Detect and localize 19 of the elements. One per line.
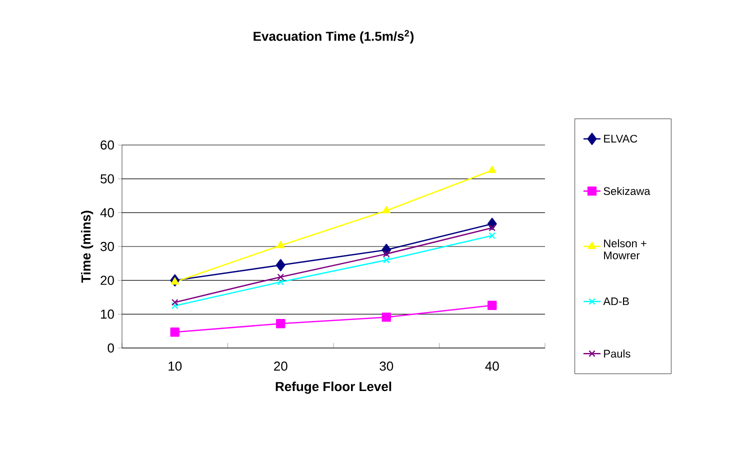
legend-label: Pauls	[604, 350, 630, 358]
x-tick-label: 40	[485, 362, 499, 371]
legend-label: Sekizawa	[604, 186, 650, 196]
y-tick-label: 30	[100, 242, 114, 252]
y-tick-label: 10	[100, 310, 114, 319]
y-axis-title: Time (mins)	[81, 210, 94, 283]
legend-label: Nelson + Mowrer	[604, 239, 646, 260]
x-axis-title: Refuge Floor Level	[276, 382, 392, 394]
chart-title: Evacuation Time (1.5m/s$^{2}$)	[254, 30, 414, 44]
legend-label: ELVAC	[604, 134, 638, 143]
x-tick-label: 10	[168, 362, 182, 371]
y-tick-label: 0	[108, 343, 114, 353]
y-tick-label: 40	[100, 208, 114, 218]
x-tick-label: 20	[274, 362, 288, 371]
y-tick-label: 60	[100, 140, 114, 150]
y-tick-label: 20	[100, 276, 114, 285]
y-tick-label: 50	[100, 174, 114, 184]
legend-label: AD-B	[603, 298, 629, 306]
x-tick-label: 30	[380, 362, 394, 371]
